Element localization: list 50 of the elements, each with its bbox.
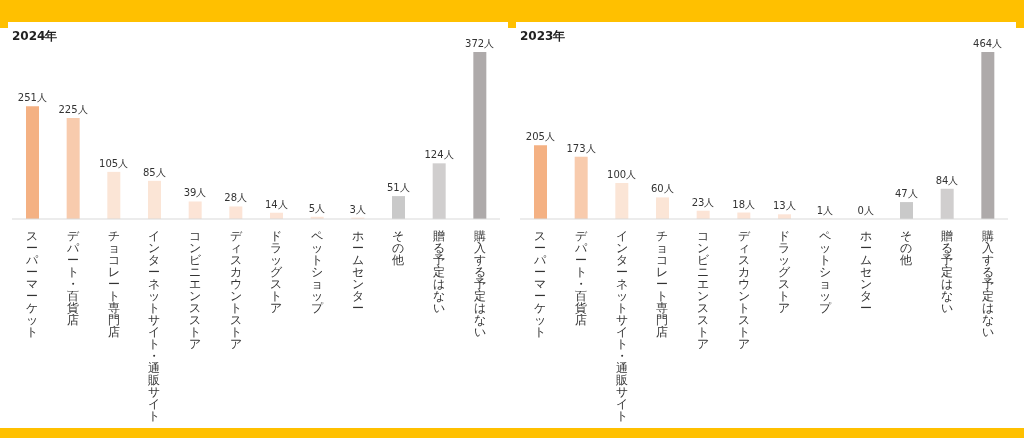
data-label: 47人 [894,188,918,200]
x-tick-label: ホームセンター [859,229,872,315]
chart-title: 2024年 [12,28,58,45]
data-label: 23人 [691,196,715,208]
data-label: 251人 [17,92,47,104]
category-label: 購入する予定はない [981,229,994,339]
data-label: 5人 [308,202,326,214]
data-label: 0人 [857,205,874,216]
x-tick-label: 贈る予定はない [941,229,953,315]
data-label: 173人 [566,142,596,154]
data-label: 60人 [650,183,674,195]
data-label: 1人 [816,204,834,216]
category-label: チョコレート専門店 [656,229,669,339]
category-label: ディスカウントストア [737,229,750,351]
x-tick-label: デパート・百貨店 [574,229,588,327]
x-tick-label: デパート・百貨店 [66,229,80,327]
data-label: 18人 [732,198,756,210]
x-tick-label: ホームセンター [351,229,364,315]
category-label: スーパーマーケット [26,229,39,339]
data-label: 85人 [142,166,166,178]
category-label: 購入する予定はない [473,229,486,339]
category-label: インターネットサイト・通販サイト [615,229,628,423]
data-label: 84人 [935,174,959,186]
category-label: コンビニエンスストア [697,229,709,351]
category-label: スーパーマーケット [534,229,547,339]
x-tick-label: その他 [900,229,913,267]
data-label: 51人 [386,182,410,194]
data-label: 225人 [58,103,88,115]
data-label: 372人 [465,38,495,49]
data-label: 28人 [224,192,248,204]
category-label: コンビニエンスストア [189,229,201,351]
data-label: 13人 [772,200,796,212]
x-tick-label: ペットショップ [311,229,324,315]
data-label: 105人 [99,157,129,169]
x-tick-label: 贈る予定はない [433,229,445,315]
x-tick-label: その他 [392,229,405,267]
data-label: 464人 [973,38,1003,49]
data-label: 205人 [525,131,555,143]
chart-title: 2023年 [520,28,566,45]
category-label: インターネットサイト・通販サイト [148,229,161,423]
category-label: チョコレート専門店 [107,229,120,339]
x-tick-label: ドラッグストア [270,229,284,315]
data-label: 14人 [264,198,288,210]
x-tick-label: ペットショップ [819,229,832,315]
data-label: 124人 [424,149,454,161]
x-tick-label: ドラッグストア [778,229,792,315]
data-label: 3人 [349,203,366,215]
data-label: 39人 [183,187,207,199]
category-label: ディスカウントストア [229,229,242,351]
data-label: 100人 [607,169,637,181]
